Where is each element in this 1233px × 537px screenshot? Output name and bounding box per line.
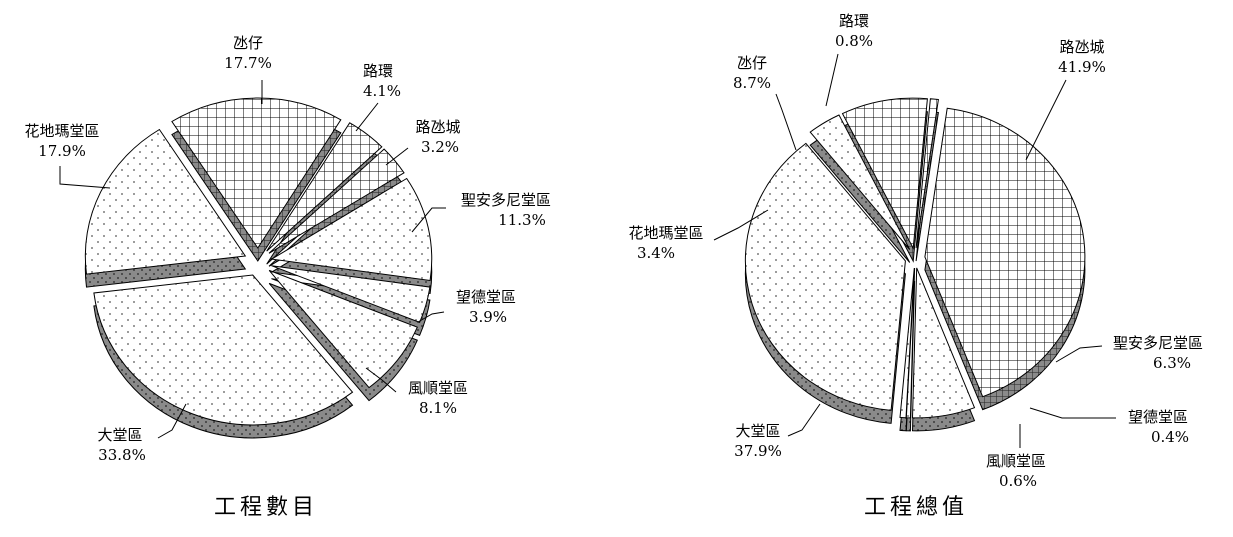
slice-label-value: 3.9% — [469, 308, 507, 326]
leader-line — [385, 147, 409, 166]
slice-label-category: 氹仔 — [737, 54, 767, 72]
slice-label-category: 望德堂區 — [1128, 408, 1188, 426]
pie-slice — [266, 122, 383, 252]
slice-label-value: 17.7% — [224, 54, 272, 72]
pie-slice — [911, 267, 976, 419]
leader-line — [59, 166, 111, 189]
pie-slice — [915, 98, 939, 249]
leader-line — [157, 403, 187, 439]
slice-label-value: 41.9% — [1058, 58, 1106, 76]
slice-label-value: 33.8% — [98, 446, 146, 464]
slice-label-category: 路氹城 — [1059, 38, 1104, 56]
pie-slice — [841, 97, 928, 250]
pie-1-labels: 氹仔 17.7% 路環 4.1% 路氹城 3.2% 聖安多尼堂區 11.3% 望… — [24, 34, 551, 520]
slice-label-value: 11.3% — [498, 211, 546, 229]
pie-chart-project-value — [744, 97, 1086, 432]
leader-line — [787, 403, 821, 437]
slice-label-value: 0.8% — [835, 32, 873, 50]
chart-title: 工程數目 — [214, 495, 318, 520]
slice-label-value: 3.2% — [421, 138, 459, 156]
slice-label-value: 0.6% — [999, 472, 1037, 490]
pie-slice — [171, 97, 342, 249]
slice-label-category: 花地瑪堂區 — [24, 122, 99, 140]
leader-line — [825, 53, 839, 107]
pie-slice — [899, 267, 915, 419]
pie-slice — [268, 269, 418, 389]
slice-label-category: 風順堂區 — [408, 379, 468, 397]
pie-slice — [270, 177, 433, 282]
pie-slice — [924, 107, 1086, 398]
slice-label-category: 花地瑪堂區 — [628, 224, 703, 242]
leader-line — [1055, 345, 1103, 363]
pie-slice — [268, 148, 405, 254]
slice-label-category: 望德堂區 — [456, 288, 516, 306]
leader-line — [365, 367, 397, 393]
slice-label-category: 氹仔 — [233, 34, 263, 52]
chart-title: 工程總值 — [864, 495, 968, 520]
slice-label-category: 聖安多尼堂區 — [461, 191, 551, 209]
pie-2-labels: 路環 0.8% 路氹城 41.9% 氹仔 8.7% 花地瑪堂區 3.4% 聖安多… — [628, 12, 1203, 520]
leader-line — [713, 209, 769, 241]
leader-line — [355, 102, 379, 132]
slice-label-value: 8.1% — [419, 399, 457, 417]
slice-label-category: 聖安多尼堂區 — [1113, 334, 1203, 352]
pie-slice — [271, 265, 431, 324]
slice-label-value: 8.7% — [733, 74, 771, 92]
pie-slice — [809, 114, 911, 250]
slice-label-category: 大堂區 — [97, 426, 142, 444]
leader-line — [1029, 407, 1116, 419]
leader-line — [775, 93, 797, 151]
slice-label-category: 路氹城 — [415, 118, 460, 136]
slice-label-value: 17.9% — [38, 142, 86, 160]
leader-line — [417, 311, 445, 323]
slice-label-category: 路環 — [363, 62, 393, 80]
slice-label-value: 37.9% — [734, 442, 782, 460]
leader-line — [1025, 79, 1067, 161]
leader-line — [411, 207, 446, 233]
slice-label-value: 3.4% — [637, 244, 675, 262]
pie-chart-project-count — [84, 97, 433, 439]
slice-label-category: 風順堂區 — [986, 452, 1046, 470]
slice-label-value: 4.1% — [363, 82, 401, 100]
slice-label-category: 大堂區 — [735, 422, 780, 440]
slice-label-category: 路環 — [839, 12, 869, 30]
pie-slice — [744, 142, 906, 411]
slice-label-value: 6.3% — [1153, 354, 1191, 372]
slice-label-value: 0.4% — [1151, 428, 1189, 446]
pie-slice — [93, 274, 354, 426]
pie-slice — [84, 128, 247, 275]
